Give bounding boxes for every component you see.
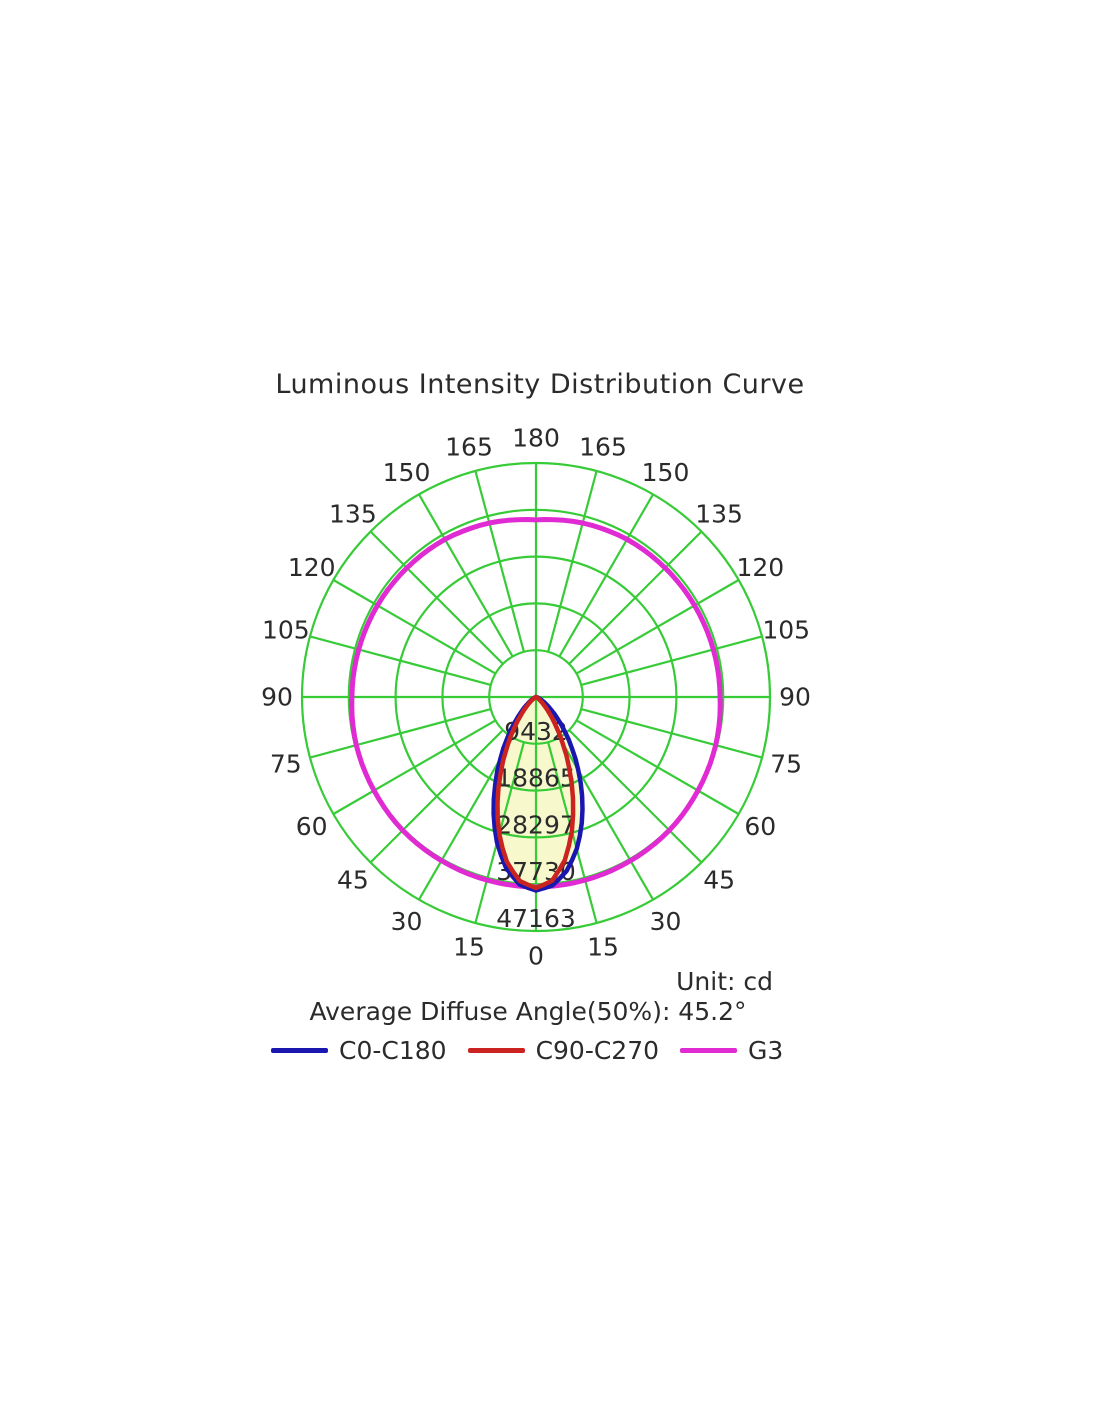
legend-swatch-c90-c270 xyxy=(467,1048,525,1053)
grid-spoke xyxy=(575,719,740,815)
angle-tick-label: 45 xyxy=(337,866,369,895)
angle-tick-label: 165 xyxy=(445,432,493,461)
legend: C0-C180 C90-C270 G3 xyxy=(271,1036,804,1065)
legend-item-c0-c180: C0-C180 xyxy=(271,1036,447,1065)
series-c90-c270 xyxy=(495,694,576,891)
angle-tick-label: 105 xyxy=(262,616,310,645)
average-diffuse-angle-note: Average Diffuse Angle(50%): 45.2° xyxy=(309,997,747,1026)
grid-spoke xyxy=(558,493,654,658)
angle-tick-label: 105 xyxy=(762,616,810,645)
grid-spoke xyxy=(309,708,492,759)
legend-swatch-g3 xyxy=(680,1048,738,1053)
grid-spoke xyxy=(575,579,740,675)
angle-tick-label: 15 xyxy=(453,933,485,962)
angle-tick-label: 120 xyxy=(736,553,784,582)
angle-tick-label: 180 xyxy=(512,424,560,453)
angle-tick-label: 90 xyxy=(261,683,293,712)
angle-tick-label: 135 xyxy=(695,499,743,528)
radial-tick-label: 18865 xyxy=(496,764,576,793)
angle-tick-label: 60 xyxy=(296,812,328,841)
grid-spoke xyxy=(580,708,763,759)
unit-label: Unit: cd xyxy=(676,967,773,996)
grid-spoke xyxy=(547,470,598,653)
angle-tick-label: 15 xyxy=(587,933,619,962)
legend-label-c90-c270: C90-C270 xyxy=(535,1036,660,1065)
angle-tick-label: 120 xyxy=(288,553,336,582)
legend-label-c0-c180: C0-C180 xyxy=(339,1036,447,1065)
angle-tick-label: 150 xyxy=(383,458,431,487)
chart-title: Luminous Intensity Distribution Curve xyxy=(275,369,805,400)
grid-spoke xyxy=(568,530,703,665)
angle-tick-label: 150 xyxy=(642,458,690,487)
radial-tick-label: 28297 xyxy=(496,810,576,839)
angle-tick-label: 30 xyxy=(650,907,682,936)
tick-labels: 0 15 15 30 30 45 45 60 60 75 75 90 90 105 105 120 120 135… xyxy=(261,424,811,971)
angle-tick-label: 30 xyxy=(391,907,423,936)
radial-tick-label: 47163 xyxy=(496,904,576,933)
grid-spoke xyxy=(369,530,504,665)
legend-swatch-c0-c180 xyxy=(271,1048,328,1053)
grid-spoke xyxy=(369,729,504,864)
grid-spoke xyxy=(418,493,514,658)
grid-spoke xyxy=(332,579,497,675)
grid-spoke xyxy=(568,729,703,864)
legend-item-c90-c270: C90-C270 xyxy=(467,1036,660,1065)
grid-spoke xyxy=(474,470,525,653)
angle-tick-label: 165 xyxy=(579,432,627,461)
angle-tick-label: 75 xyxy=(770,750,802,779)
grid-spoke xyxy=(332,719,497,815)
angle-tick-label: 75 xyxy=(270,750,302,779)
grid-spoke xyxy=(580,635,763,686)
angle-tick-label: 60 xyxy=(744,812,776,841)
angle-tick-label: 90 xyxy=(779,683,811,712)
grid-spoke xyxy=(309,635,492,686)
angle-tick-label: 135 xyxy=(329,499,377,528)
legend-item-g3: G3 xyxy=(680,1036,783,1065)
legend-label-g3: G3 xyxy=(748,1036,784,1065)
angle-tick-label: 45 xyxy=(703,866,735,895)
angle-tick-label: 0 xyxy=(528,942,544,971)
